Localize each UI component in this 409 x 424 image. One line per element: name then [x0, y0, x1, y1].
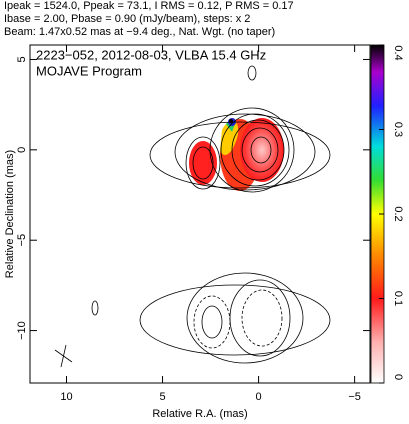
annotation: MOJAVE Program — [36, 63, 142, 78]
y-axis-label: Relative Declination (mas) — [4, 150, 16, 278]
header-line: Beam: 1.47x0.52 mas at −9.4 deg., Nat. W… — [4, 26, 275, 38]
y-tick-label: 0 — [16, 147, 28, 153]
x-tick-label: 5 — [159, 391, 165, 403]
x-tick-label: −5 — [348, 391, 361, 403]
colorbar-tick-label: 0.3 — [392, 122, 404, 137]
x-tick-label: 10 — [60, 391, 72, 403]
colorbar-tick-label: 0 — [392, 374, 404, 380]
x-tick-label: 0 — [256, 391, 262, 403]
colorbar-tick-label: 0.4 — [392, 45, 404, 60]
x-axis-label: Relative R.A. (mas) — [152, 408, 247, 420]
y-tick-label: 5 — [16, 56, 28, 62]
image — [54, 65, 331, 368]
annotation: 2223−052, 2012-08-03, VLBA 15.4 GHz — [36, 47, 266, 62]
y-tick-label: −10 — [16, 321, 28, 340]
header-line: Ipeak = 1524.0, Ppeak = 73.1, I RMS = 0.… — [4, 0, 294, 12]
plot-frame — [29, 44, 371, 384]
colorbar-tick-label: 0.2 — [392, 206, 404, 221]
colorbar-tick-label: 0.1 — [392, 291, 404, 306]
header-line: Ibase = 2.00, Pbase = 0.90 (mJy/beam), s… — [4, 13, 250, 25]
y-tick-label: −5 — [16, 234, 28, 247]
